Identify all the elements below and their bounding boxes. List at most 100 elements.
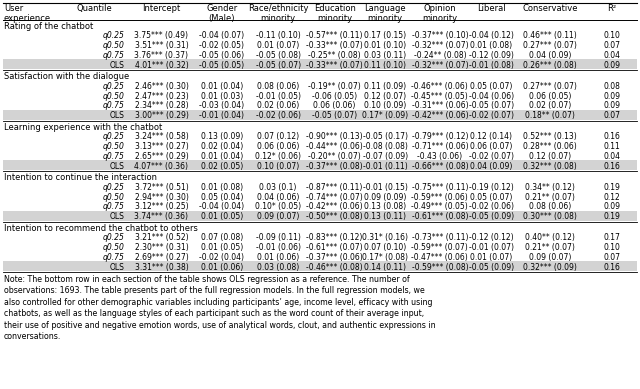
Text: -0.01 (0.06): -0.01 (0.06): [255, 243, 301, 252]
Text: 2.47*** (0.23): 2.47*** (0.23): [134, 91, 188, 101]
Text: 0.01 (0.08): 0.01 (0.08): [201, 183, 243, 192]
Text: 0.04 (0.09): 0.04 (0.09): [529, 51, 571, 60]
Text: -0.04 (0.04): -0.04 (0.04): [199, 202, 244, 211]
Text: q0.50: q0.50: [103, 243, 125, 252]
Text: 0.05 (0.07): 0.05 (0.07): [470, 82, 513, 91]
Text: 2.94*** (0.30): 2.94*** (0.30): [134, 193, 188, 202]
Text: 0.30*** (0.08): 0.30*** (0.08): [523, 212, 577, 221]
Text: -0.01 (0.05): -0.01 (0.05): [255, 91, 301, 101]
Text: -0.07 (0.09): -0.07 (0.09): [363, 152, 408, 161]
Text: -0.01 (0.08): -0.01 (0.08): [468, 61, 514, 70]
Text: OLS: OLS: [109, 61, 125, 70]
Text: 0.18** (0.07): 0.18** (0.07): [525, 111, 575, 120]
Text: -0.79*** (0.12): -0.79*** (0.12): [412, 132, 468, 141]
Text: R²: R²: [607, 4, 616, 13]
Text: 0.01 (0.07): 0.01 (0.07): [257, 41, 300, 50]
Text: 0.06 (0.06): 0.06 (0.06): [314, 102, 356, 110]
Text: 0.52*** (0.13): 0.52*** (0.13): [523, 132, 577, 141]
Text: 2.30*** (0.31): 2.30*** (0.31): [134, 243, 188, 252]
Bar: [3, 59, 637, 69]
Text: -0.12 (0.09): -0.12 (0.09): [468, 51, 514, 60]
Text: q0.75: q0.75: [103, 102, 125, 110]
Text: -0.57*** (0.11): -0.57*** (0.11): [307, 31, 363, 40]
Text: 0.07 (0.12): 0.07 (0.12): [257, 132, 300, 141]
Text: 0.06 (0.07): 0.06 (0.07): [470, 142, 513, 151]
Text: 0.40** (0.12): 0.40** (0.12): [525, 233, 575, 242]
Text: 3.12*** (0.25): 3.12*** (0.25): [134, 202, 188, 211]
Text: q0.25: q0.25: [103, 183, 125, 192]
Text: 0.13 (0.09): 0.13 (0.09): [200, 132, 243, 141]
Text: 4.07*** (0.36): 4.07*** (0.36): [134, 162, 189, 171]
Text: 0.19: 0.19: [604, 183, 620, 192]
Text: -0.37*** (0.10): -0.37*** (0.10): [412, 31, 468, 40]
Text: -0.75*** (0.11): -0.75*** (0.11): [412, 183, 468, 192]
Text: -0.46*** (0.06): -0.46*** (0.06): [412, 82, 468, 91]
Text: -0.49*** (0.05): -0.49*** (0.05): [412, 202, 468, 211]
Text: q0.50: q0.50: [103, 142, 125, 151]
Text: -0.19 (0.12): -0.19 (0.12): [469, 183, 513, 192]
Text: q0.50: q0.50: [103, 193, 125, 202]
Text: 0.10 (0.09): 0.10 (0.09): [364, 102, 406, 110]
Text: -0.73*** (0.11): -0.73*** (0.11): [412, 233, 468, 242]
Text: 0.09: 0.09: [603, 91, 620, 101]
Text: 0.16: 0.16: [604, 162, 620, 171]
Text: -0.04 (0.07): -0.04 (0.07): [199, 31, 244, 40]
Text: -0.19** (0.07): -0.19** (0.07): [308, 82, 361, 91]
Text: -0.02 (0.06): -0.02 (0.06): [468, 202, 514, 211]
Text: Rating of the chatbot: Rating of the chatbot: [4, 21, 93, 30]
Text: q0.50: q0.50: [103, 91, 125, 101]
Bar: [3, 110, 637, 119]
Text: 0.26*** (0.08): 0.26*** (0.08): [523, 61, 577, 70]
Text: q0.50: q0.50: [103, 41, 125, 50]
Text: -0.02 (0.04): -0.02 (0.04): [199, 253, 244, 262]
Text: 0.01 (0.06): 0.01 (0.06): [200, 263, 243, 272]
Text: 3.13*** (0.27): 3.13*** (0.27): [134, 142, 188, 151]
Text: 0.32*** (0.08): 0.32*** (0.08): [523, 162, 577, 171]
Text: Intention to continue the interaction: Intention to continue the interaction: [4, 173, 157, 182]
Text: q0.75: q0.75: [103, 202, 125, 211]
Text: -0.08 (0.08): -0.08 (0.08): [363, 142, 408, 151]
Text: 0.03 (0.08): 0.03 (0.08): [257, 263, 300, 272]
Text: 0.10 (0.07): 0.10 (0.07): [257, 162, 300, 171]
Text: -0.20** (0.07): -0.20** (0.07): [308, 152, 361, 161]
Text: 0.31* (0.16): 0.31* (0.16): [362, 233, 408, 242]
Text: -0.42*** (0.06): -0.42*** (0.06): [307, 202, 363, 211]
Text: q0.25: q0.25: [103, 82, 125, 91]
Text: q0.25: q0.25: [103, 132, 125, 141]
Text: 0.01 (0.05): 0.01 (0.05): [200, 243, 243, 252]
Text: -0.05 (0.07): -0.05 (0.07): [312, 111, 357, 120]
Text: 0.07 (0.08): 0.07 (0.08): [200, 233, 243, 242]
Text: -0.05 (0.09): -0.05 (0.09): [468, 263, 514, 272]
Text: -0.05 (0.08): -0.05 (0.08): [255, 51, 301, 60]
Text: Race/ethnicity
minority: Race/ethnicity minority: [248, 4, 308, 23]
Text: 0.04: 0.04: [603, 152, 620, 161]
Text: 0.12: 0.12: [604, 193, 620, 202]
Text: -0.44*** (0.06): -0.44*** (0.06): [306, 142, 363, 151]
Bar: [3, 160, 637, 170]
Text: 0.16: 0.16: [604, 132, 620, 141]
Text: 0.01 (0.04): 0.01 (0.04): [200, 82, 243, 91]
Text: -0.03 (0.04): -0.03 (0.04): [199, 102, 244, 110]
Text: 0.32*** (0.09): 0.32*** (0.09): [523, 263, 577, 272]
Text: 0.17* (0.08): 0.17* (0.08): [362, 253, 408, 262]
Text: 0.08 (0.06): 0.08 (0.06): [529, 202, 571, 211]
Text: 3.00*** (0.29): 3.00*** (0.29): [134, 111, 188, 120]
Text: Note: The bottom row in each section of the table shows OLS regression as a refe: Note: The bottom row in each section of …: [4, 275, 436, 341]
Text: 0.10* (0.05): 0.10* (0.05): [255, 202, 301, 211]
Text: Opinion
minority: Opinion minority: [422, 4, 458, 23]
Text: Education
minority: Education minority: [314, 4, 355, 23]
Text: -0.74*** (0.07): -0.74*** (0.07): [306, 193, 363, 202]
Text: 0.07 (0.10): 0.07 (0.10): [364, 243, 406, 252]
Text: 0.17: 0.17: [604, 233, 620, 242]
Text: -0.37*** (0.06): -0.37*** (0.06): [306, 253, 363, 262]
Text: OLS: OLS: [109, 111, 125, 120]
Text: Conservative: Conservative: [522, 4, 577, 13]
Text: 0.03 (0.1): 0.03 (0.1): [259, 183, 297, 192]
Bar: [3, 261, 637, 271]
Text: Gender
(Male): Gender (Male): [206, 4, 237, 23]
Text: 0.05 (0.04): 0.05 (0.04): [200, 193, 243, 202]
Text: 0.02 (0.05): 0.02 (0.05): [200, 162, 243, 171]
Text: Intention to recommend the chatbot to others: Intention to recommend the chatbot to ot…: [4, 224, 198, 233]
Text: 0.05 (0.07): 0.05 (0.07): [470, 193, 513, 202]
Text: -0.90*** (0.13): -0.90*** (0.13): [307, 132, 363, 141]
